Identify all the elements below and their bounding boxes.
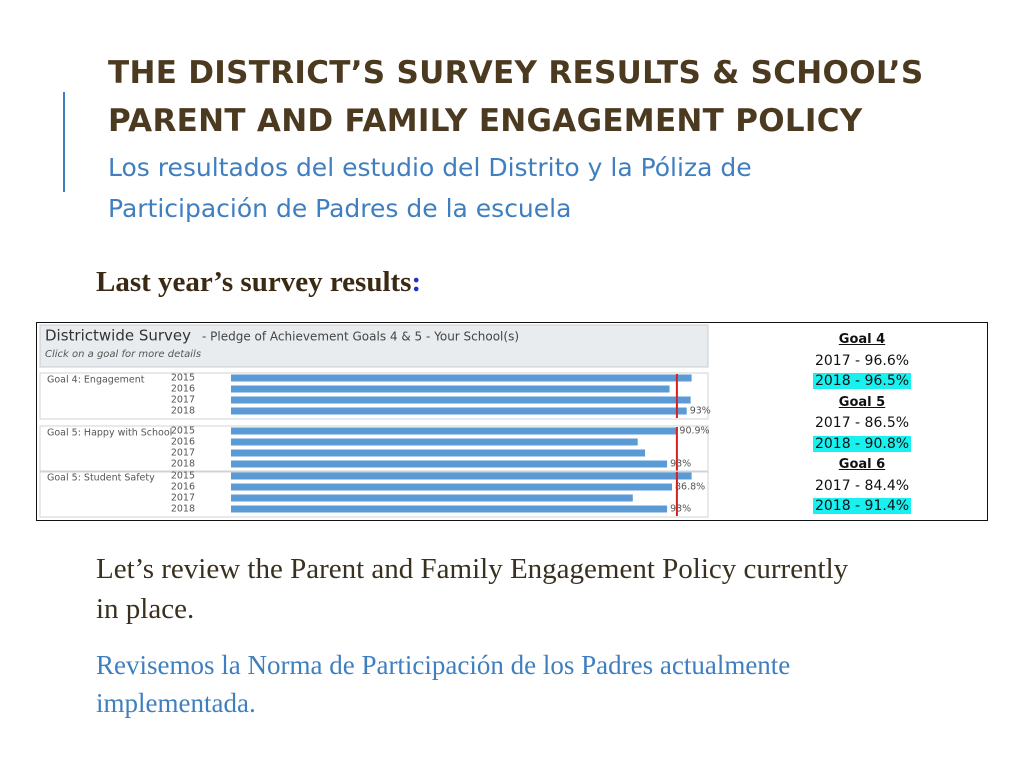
year-label: 2015	[171, 426, 195, 437]
value-label: 90.9%	[679, 426, 709, 437]
bar	[231, 396, 691, 404]
bar	[231, 483, 672, 491]
legend-goal: Goal 5	[777, 392, 947, 414]
goal-result: 2017 - 84.4%	[814, 477, 910, 494]
subtitle-line: Los resultados del estudio del Distrito …	[108, 153, 752, 182]
year-label: 2017	[171, 448, 195, 459]
value-label: 93%	[670, 504, 691, 515]
title-line: THE DISTRICT’S SURVEY RESULTS & SCHOOL’S	[108, 55, 924, 91]
bar	[231, 438, 638, 446]
year-label: 2018	[171, 504, 195, 515]
year-label: 2015	[171, 373, 195, 384]
panel	[39, 372, 709, 420]
goal-result: 2017 - 86.5%	[814, 415, 910, 431]
bar	[231, 460, 668, 468]
year-label: 2016	[171, 437, 195, 448]
value-label: 93%	[670, 459, 691, 470]
body-line: implementada.	[96, 688, 256, 718]
legend-line: 2018 - 90.8%	[777, 434, 947, 455]
legend-line: 2018 - 91.4%	[777, 496, 947, 517]
year-label: 2017	[171, 493, 195, 504]
bar	[231, 449, 646, 457]
chart: Districtwide Survey - Pledge of Achievem…	[39, 324, 711, 518]
legend-box: Goal 4 2017 - 96.6% 2018 - 96.5% Goal 5 2017…	[777, 329, 947, 517]
year-label: 2018	[171, 406, 195, 417]
year-label: 2018	[171, 459, 195, 470]
panel-title: Goal 5: Happy with School	[47, 428, 172, 439]
heading-text: Last year’s survey results	[96, 266, 412, 298]
value-label: 93%	[690, 406, 711, 417]
bar	[231, 374, 692, 382]
survey-image: Districtwide Survey - Pledge of Achievem…	[36, 322, 988, 521]
legend-line: 2017 - 96.6%	[777, 351, 947, 372]
goal-name: Goal 6	[838, 457, 886, 472]
heading: Last year’s survey results:	[96, 266, 421, 299]
title-line: PARENT AND FAMILY ENGAGEMENT POLICY	[108, 103, 863, 139]
panel-title: Goal 4: Engagement	[47, 375, 145, 386]
legend-goal: Goal 4	[777, 329, 947, 351]
embed-hint: Click on a goal for more details	[45, 349, 201, 360]
heading-punct: :	[411, 266, 422, 298]
subtitle-line: Participación de Padres de la escuela	[108, 194, 572, 223]
bar	[231, 385, 670, 393]
year-label: 2015	[171, 471, 195, 482]
bar	[231, 407, 687, 415]
body-line: Revisemos la Norma de Participación de l…	[96, 650, 791, 680]
bar	[231, 494, 633, 502]
embed-subtitle: - Pledge of Achievement Goals 4 & 5 - Yo…	[202, 330, 519, 344]
value-label: 86.8%	[675, 482, 705, 493]
legend-goal: Goal 6	[777, 454, 947, 476]
year-label: 2016	[171, 384, 195, 395]
accent-bar	[63, 92, 65, 192]
legend-line: 2017 - 84.4%	[777, 476, 947, 497]
panel-title: Goal 5: Student Safety	[47, 473, 155, 484]
goal-name: Goal 5	[838, 394, 886, 410]
goal-name: Goal 4	[838, 332, 886, 347]
year-label: 2016	[171, 482, 195, 493]
year-label: 2017	[171, 395, 195, 406]
embed-title: Districtwide Survey	[45, 327, 191, 345]
chart-header	[39, 324, 709, 368]
body-line: in place.	[96, 593, 195, 625]
body-line: Let’s review the Parent and Family Engag…	[96, 553, 849, 585]
goal-result: 2018 - 91.4%	[812, 498, 912, 514]
legend-line: 2018 - 96.5%	[777, 371, 947, 392]
panel	[39, 425, 709, 473]
bar	[231, 427, 677, 435]
goal-result: 2018 - 90.8%	[812, 435, 912, 452]
goal-result: 2017 - 96.6%	[814, 352, 910, 369]
goal-result: 2018 - 96.5%	[812, 373, 912, 389]
panel	[39, 470, 709, 518]
legend-line: 2017 - 86.5%	[777, 413, 947, 434]
bar	[231, 505, 668, 513]
bar	[231, 472, 692, 480]
